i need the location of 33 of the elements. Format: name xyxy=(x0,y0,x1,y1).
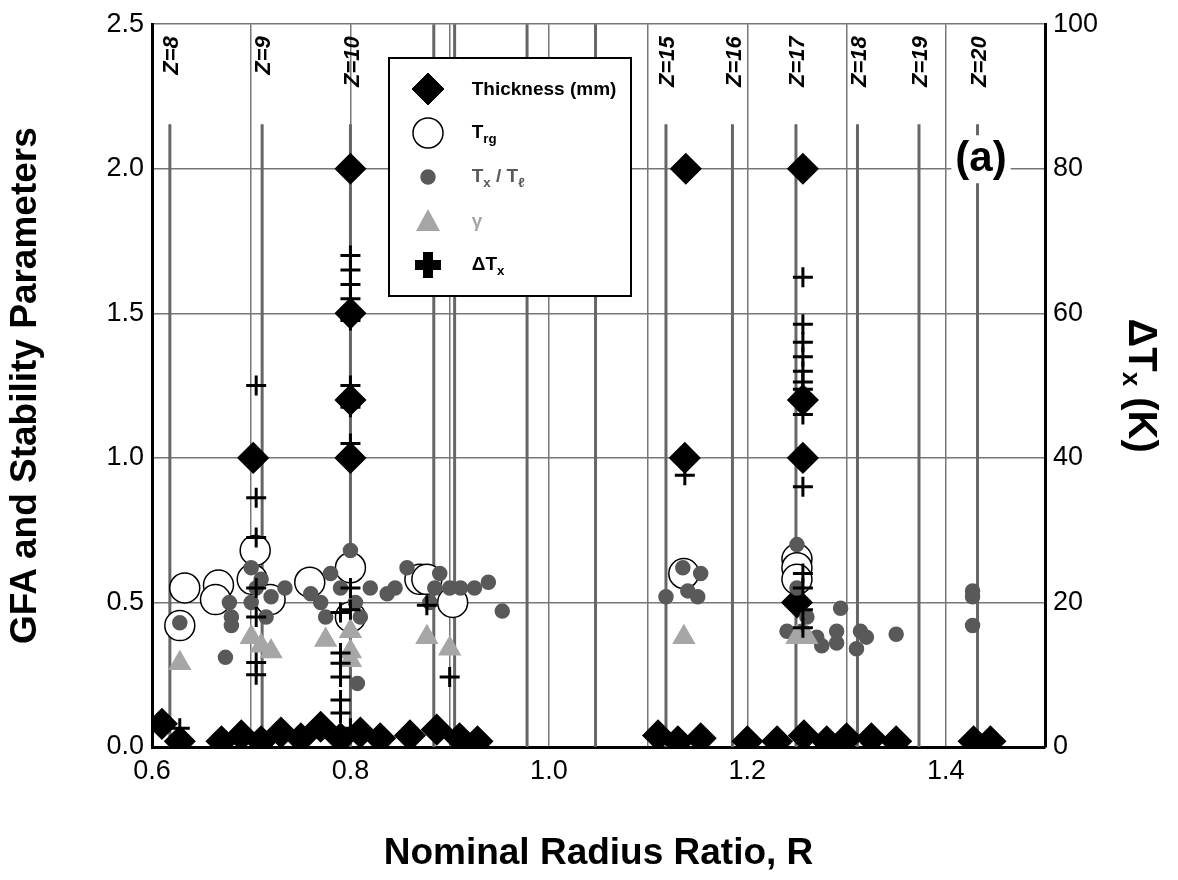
y-tick-label: 2.5 xyxy=(106,7,144,38)
y-tick-label: 2.0 xyxy=(106,152,144,183)
annotation: Z=17 xyxy=(784,34,810,88)
y-tick-label: 1.0 xyxy=(106,441,144,472)
annotation: Z=16 xyxy=(720,35,746,88)
legend-label: Thickness (mm) xyxy=(471,78,617,101)
annotation: Z=9 xyxy=(250,35,276,76)
annotation: Z=18 xyxy=(845,35,871,88)
y2-axis-title: ΔTx (K) xyxy=(1116,318,1165,453)
legend-label: γ xyxy=(471,210,483,233)
x-tick-label: 1.0 xyxy=(530,754,568,785)
y-tick-label: 0.5 xyxy=(106,585,144,616)
annotation: Z=20 xyxy=(965,35,991,88)
annotation: (a) xyxy=(955,132,1007,180)
annotation: Z=10 xyxy=(338,35,364,88)
annotation: Z=19 xyxy=(907,35,933,88)
annotation: Z=8 xyxy=(157,35,183,76)
legend-label: T$_{x}$ / T$_{ℓ}$ xyxy=(471,164,525,190)
legend-label: ΔT$_{x}$ xyxy=(471,252,505,278)
y2-tick-label: 60 xyxy=(1053,296,1084,327)
y2-tick-label: 80 xyxy=(1053,152,1084,183)
y2-tick-label: 40 xyxy=(1053,441,1084,472)
y-axis-title: GFA and Stability Parameters xyxy=(3,127,45,645)
x-tick-label: 1.2 xyxy=(728,754,767,785)
y2-tick-label: 0 xyxy=(1053,730,1069,761)
x-tick-label: 0.8 xyxy=(331,754,370,785)
y2-tick-label: 20 xyxy=(1053,585,1084,616)
y2-tick-label: 100 xyxy=(1053,7,1099,38)
annotation: Z=15 xyxy=(654,35,680,88)
legend-label: T$_{rg}$ xyxy=(471,120,497,146)
x-tick-label: 1.4 xyxy=(927,754,965,785)
x-axis-title: Nominal Radius Ratio, R xyxy=(383,831,814,872)
y-tick-label: 1.5 xyxy=(106,296,144,327)
